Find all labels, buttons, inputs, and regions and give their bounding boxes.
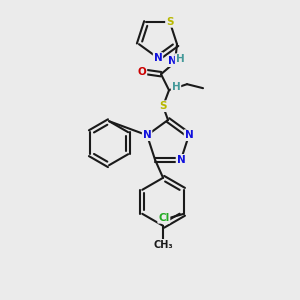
Text: N: N bbox=[154, 53, 162, 63]
Text: O: O bbox=[138, 67, 146, 77]
Text: N: N bbox=[143, 130, 152, 140]
Text: CH₃: CH₃ bbox=[153, 240, 173, 250]
Text: N: N bbox=[168, 56, 176, 66]
Text: N: N bbox=[184, 130, 193, 140]
Text: N: N bbox=[177, 155, 185, 165]
Text: Cl: Cl bbox=[158, 213, 169, 223]
Text: S: S bbox=[159, 101, 167, 111]
Text: S: S bbox=[166, 17, 173, 27]
Text: H: H bbox=[176, 54, 184, 64]
Text: H: H bbox=[172, 82, 180, 92]
